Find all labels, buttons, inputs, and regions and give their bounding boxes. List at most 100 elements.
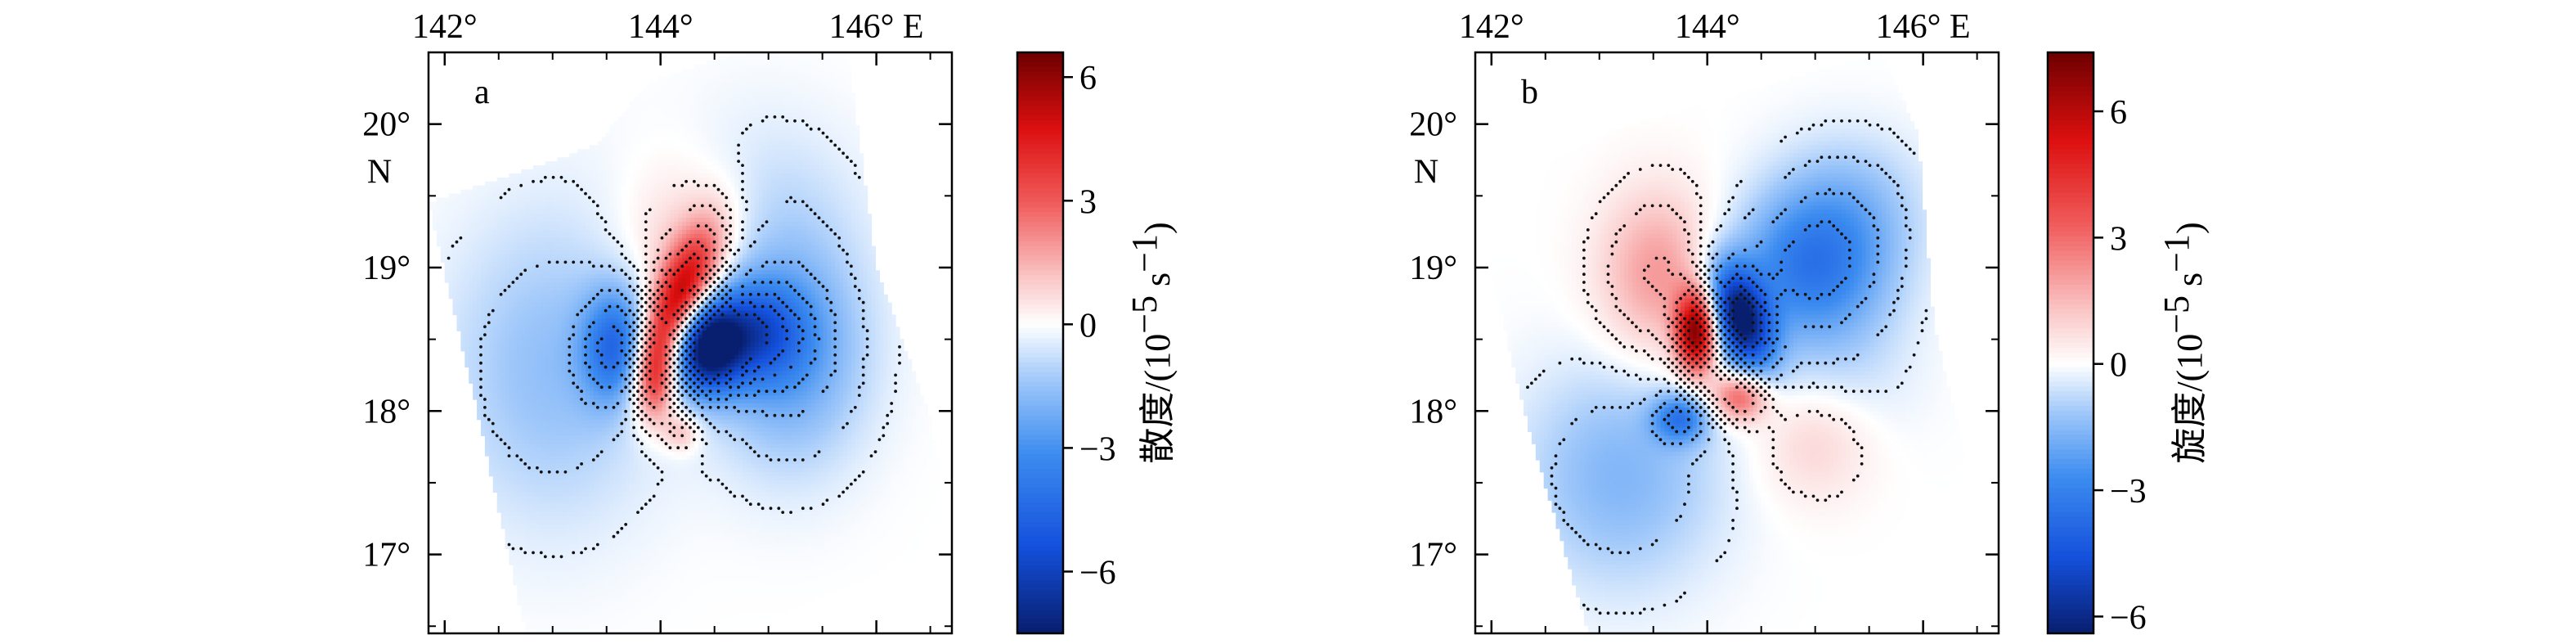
field-cell xyxy=(710,105,716,110)
field-cell xyxy=(762,68,768,74)
field-cell xyxy=(779,201,783,206)
field-cell xyxy=(444,262,450,267)
field-cell xyxy=(714,84,720,89)
field-cell xyxy=(770,173,775,178)
field-cell xyxy=(743,278,747,283)
field-cell xyxy=(758,161,764,166)
field-cell xyxy=(706,185,711,191)
field-cell xyxy=(730,237,735,243)
field-cell xyxy=(843,56,848,61)
field-cell xyxy=(682,141,687,146)
field-cell xyxy=(847,97,852,101)
field-cell xyxy=(630,161,635,166)
field-cell xyxy=(634,185,639,191)
field-cell xyxy=(662,76,667,82)
field-cell xyxy=(440,218,446,223)
field-cell xyxy=(609,165,615,170)
field-cell xyxy=(589,201,595,206)
field-cell xyxy=(738,68,743,74)
field-cell xyxy=(787,189,792,195)
field-cell xyxy=(686,76,691,82)
field-cell xyxy=(831,197,836,203)
field-cell xyxy=(589,177,595,182)
field-cell xyxy=(843,266,848,271)
field-cell xyxy=(710,101,716,106)
field-cell xyxy=(722,201,727,206)
field-cell xyxy=(609,258,615,263)
field-cell xyxy=(718,149,723,154)
field-cell xyxy=(521,282,526,287)
field-cell xyxy=(626,254,631,259)
field-cell xyxy=(762,60,768,65)
field-cell xyxy=(666,254,671,259)
field-cell xyxy=(855,161,860,166)
field-cell xyxy=(746,286,752,291)
field-cell xyxy=(823,177,828,182)
field-cell xyxy=(855,173,860,178)
field-cell xyxy=(815,80,820,86)
field-cell xyxy=(613,149,618,154)
field-cell xyxy=(819,120,824,126)
field-cell xyxy=(758,270,764,275)
field-cell xyxy=(738,286,743,291)
field-cell xyxy=(440,205,446,210)
field-cell xyxy=(456,197,461,203)
field-cell xyxy=(569,201,574,206)
field-cell xyxy=(690,209,695,214)
field-cell xyxy=(561,161,566,166)
field-cell xyxy=(601,294,607,299)
field-cell xyxy=(847,266,852,271)
field-cell xyxy=(714,294,720,299)
field-cell xyxy=(758,109,764,114)
field-cell xyxy=(758,97,764,101)
field-cell xyxy=(835,197,840,203)
field-cell xyxy=(626,266,631,271)
field-cell xyxy=(557,294,563,299)
field-cell xyxy=(464,233,469,239)
field-cell xyxy=(693,222,699,227)
field-cell xyxy=(859,282,864,287)
field-cell xyxy=(835,274,840,279)
field-cell xyxy=(626,109,631,114)
field-cell xyxy=(698,97,703,101)
field-cell xyxy=(541,165,546,170)
field-cell xyxy=(469,286,473,291)
field-cell xyxy=(678,233,683,239)
field-cell xyxy=(626,218,631,223)
field-cell xyxy=(609,181,615,187)
field-cell xyxy=(738,80,743,86)
field-cell xyxy=(481,201,486,206)
field-cell xyxy=(774,250,779,255)
field-cell xyxy=(730,173,735,178)
field-cell xyxy=(722,157,727,162)
field-cell xyxy=(847,262,852,267)
field-cell xyxy=(693,205,699,210)
field-cell xyxy=(589,153,595,158)
field-cell xyxy=(827,262,832,267)
field-cell xyxy=(815,233,820,239)
field-cell xyxy=(798,157,804,162)
field-cell xyxy=(622,233,626,239)
field-cell xyxy=(601,205,607,210)
field-cell xyxy=(758,233,764,239)
field-cell xyxy=(617,128,622,134)
field-cell xyxy=(549,169,554,174)
field-cell xyxy=(823,266,828,271)
field-cell xyxy=(698,181,703,187)
field-cell xyxy=(545,258,550,263)
field-cell xyxy=(795,169,800,174)
field-cell xyxy=(726,209,731,214)
field-cell xyxy=(722,64,727,70)
field-cell xyxy=(525,241,530,247)
field-cell xyxy=(774,193,779,199)
field-cell xyxy=(766,278,772,283)
field-cell xyxy=(847,76,852,82)
field-cell xyxy=(750,218,756,223)
field-cell xyxy=(730,177,735,182)
field-cell xyxy=(597,169,603,174)
field-cell xyxy=(710,266,716,271)
field-cell xyxy=(573,201,578,206)
field-cell xyxy=(847,286,852,291)
field-cell xyxy=(541,290,546,295)
field-cell xyxy=(791,226,796,231)
